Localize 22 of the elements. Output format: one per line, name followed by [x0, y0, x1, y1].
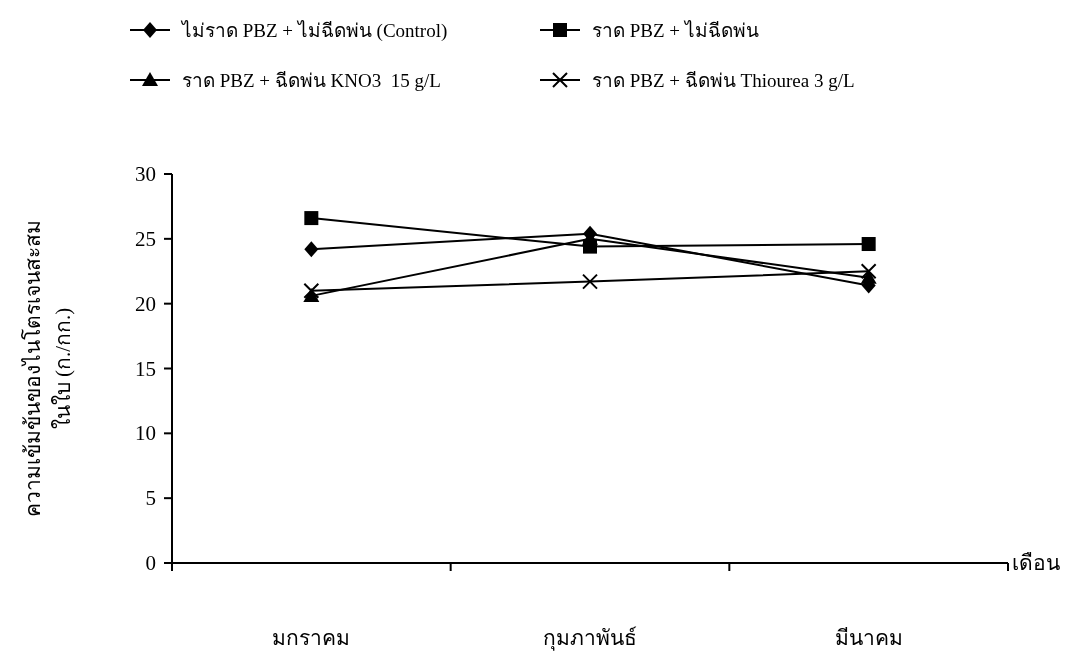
y-tick-label: 5	[145, 486, 156, 511]
y-tick-label: 0	[145, 551, 156, 575]
y-tick-label: 15	[135, 356, 156, 381]
point	[582, 273, 598, 290]
point	[861, 237, 876, 252]
legend-label: ราด PBZ + ไม่ฉีดพ่น	[592, 20, 759, 41]
y-axis-title: ความเข้มข้นของไนโตรเจนสะสม ในใบ (ก./กก.)	[21, 220, 75, 517]
legend-label: ไม่ราด PBZ + ไม่ฉีดพ่น (Control)	[180, 20, 448, 42]
point	[860, 263, 877, 280]
x-axis-title: เดือน	[1012, 551, 1060, 575]
x-tick-label: มกราคม	[272, 626, 351, 650]
point	[304, 241, 319, 258]
y-tick-label: 10	[135, 421, 156, 446]
point	[304, 211, 319, 226]
x-tick-label: กุมภาพันธ์	[543, 626, 637, 651]
x-tick-label: มีนาคม	[834, 626, 903, 650]
legend-label: ราด PBZ + ฉีดพ่น Thiourea 3 g/L	[592, 70, 855, 91]
y-tick-label: 30	[135, 162, 156, 186]
point	[303, 282, 320, 299]
y-tick-label: 25	[135, 226, 156, 251]
y-tick-label: 20	[135, 291, 156, 316]
legend-label: ราด PBZ + ฉีดพ่น KNO3 15 g/L	[182, 70, 441, 91]
